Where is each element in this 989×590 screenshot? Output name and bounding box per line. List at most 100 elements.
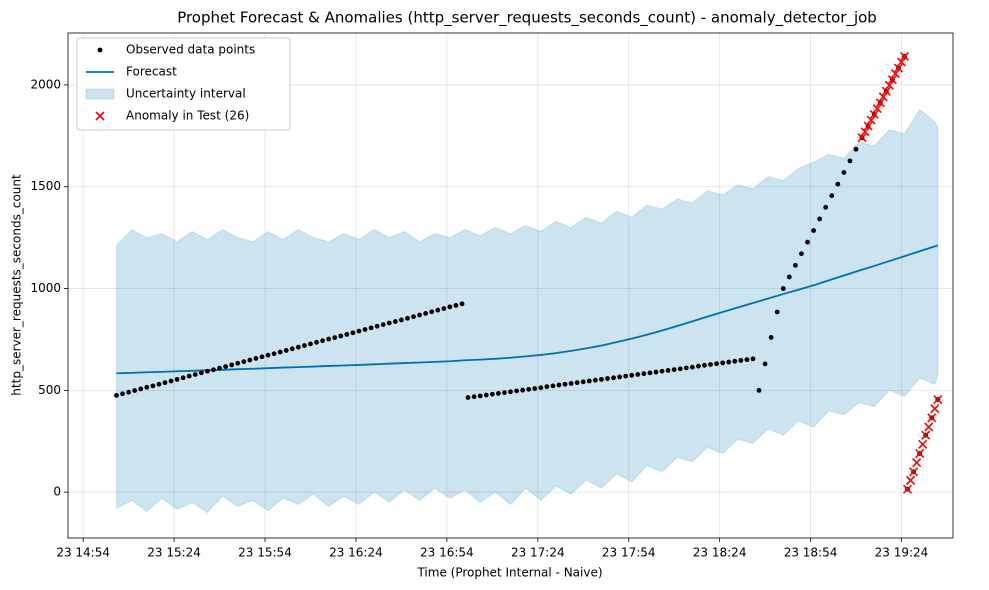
observed-point xyxy=(435,307,441,313)
legend-marker xyxy=(95,111,105,121)
observed-point xyxy=(841,170,847,175)
observed-point xyxy=(847,158,853,164)
observed-point xyxy=(314,339,319,345)
observed-point xyxy=(241,359,247,365)
observed-point xyxy=(398,317,404,323)
observed-point xyxy=(168,378,174,384)
y-axis-label: http_server_requests_seconds_count xyxy=(10,174,24,396)
observed-point xyxy=(526,386,532,392)
observed-point xyxy=(611,375,616,381)
anomaly-marker xyxy=(872,103,882,114)
observed-point xyxy=(714,361,719,367)
anomaly-marker xyxy=(899,51,910,61)
x-tick-label: 23 18:54 xyxy=(784,546,838,560)
observed-point xyxy=(586,378,592,384)
chart-title: Prophet Forecast & Anomalies (http_serve… xyxy=(177,9,877,28)
x-tick-label: 23 18:24 xyxy=(693,546,747,560)
observed-point xyxy=(623,373,629,379)
observed-point xyxy=(271,351,277,357)
anomaly-marker xyxy=(881,86,891,96)
x-axis-label: Time (Prophet Internal - Naive) xyxy=(416,566,602,580)
x-tick-label: 23 19:24 xyxy=(875,546,929,560)
observed-point xyxy=(289,346,295,352)
observed-point xyxy=(592,377,598,383)
anomaly-marker xyxy=(927,413,937,423)
observed-point xyxy=(502,390,507,396)
observed-point xyxy=(508,389,513,395)
observed-point xyxy=(386,320,392,326)
anomaly-marker xyxy=(933,394,943,405)
x-tick-label: 23 16:54 xyxy=(420,546,474,560)
anomaly-marker xyxy=(921,430,931,440)
observed-point xyxy=(326,336,332,342)
observed-point xyxy=(750,356,756,362)
anomaly-marker xyxy=(930,404,940,414)
observed-point xyxy=(720,360,726,366)
observed-point xyxy=(126,389,132,395)
observed-point xyxy=(302,343,307,348)
observed-point xyxy=(574,380,580,386)
observed-point xyxy=(235,360,241,366)
observed-point xyxy=(556,382,562,388)
observed-point xyxy=(180,375,186,381)
anomaly-marker xyxy=(912,458,922,468)
observed-point xyxy=(417,312,422,318)
anomaly-marker xyxy=(878,92,888,102)
anomaly-marker xyxy=(924,422,934,432)
observed-point xyxy=(308,341,313,347)
x-tick-label: 23 15:24 xyxy=(147,546,201,560)
uncertainty-band xyxy=(115,108,939,514)
observed-point xyxy=(653,369,659,375)
legend-box xyxy=(76,37,291,131)
observed-point xyxy=(477,393,483,399)
observed-point xyxy=(338,333,344,339)
anomaly-marker xyxy=(869,109,879,120)
observed-point xyxy=(459,301,465,307)
observed-point xyxy=(562,381,568,387)
observed-point xyxy=(774,309,780,315)
anomaly-marker xyxy=(875,98,885,108)
observed-point xyxy=(495,391,501,396)
observed-point xyxy=(580,379,586,385)
legend-marker xyxy=(97,47,103,53)
observed-point xyxy=(198,370,204,376)
legend-label: Anomaly in Test (26) xyxy=(126,109,249,123)
observed-point xyxy=(762,361,768,367)
observed-point xyxy=(368,325,374,331)
observed-point xyxy=(514,388,519,394)
observed-point xyxy=(665,368,671,373)
observed-point xyxy=(696,363,701,369)
observed-point xyxy=(726,359,732,365)
observed-point xyxy=(617,374,623,380)
observed-point xyxy=(229,362,235,368)
observed-point xyxy=(211,367,216,373)
observed-point xyxy=(144,384,150,390)
observed-point xyxy=(538,385,544,391)
observed-point xyxy=(114,393,119,398)
observed-point xyxy=(374,323,380,329)
anomaly-marker xyxy=(896,57,907,67)
y-tick-label: 2000 xyxy=(30,77,61,91)
x-tick-label: 23 15:54 xyxy=(238,546,292,560)
observed-point xyxy=(689,364,695,370)
observed-point xyxy=(265,352,271,358)
observed-point xyxy=(380,322,386,327)
legend-label: Uncertainty interval xyxy=(126,87,246,101)
observed-point xyxy=(223,364,229,369)
observed-point xyxy=(174,376,180,382)
legend-label: Forecast xyxy=(126,65,177,79)
observed-point xyxy=(738,358,744,363)
observed-point xyxy=(792,262,798,268)
plot-area xyxy=(114,51,943,514)
observed-point xyxy=(283,348,289,353)
observed-point xyxy=(429,309,435,315)
x-tick-label: 23 17:24 xyxy=(511,546,565,560)
observed-point xyxy=(465,395,471,400)
observed-point xyxy=(277,349,283,355)
observed-point xyxy=(786,274,792,280)
y-tick-label: 500 xyxy=(38,383,61,397)
observed-point xyxy=(138,386,144,392)
observed-point xyxy=(192,372,198,377)
observed-point xyxy=(732,358,738,364)
